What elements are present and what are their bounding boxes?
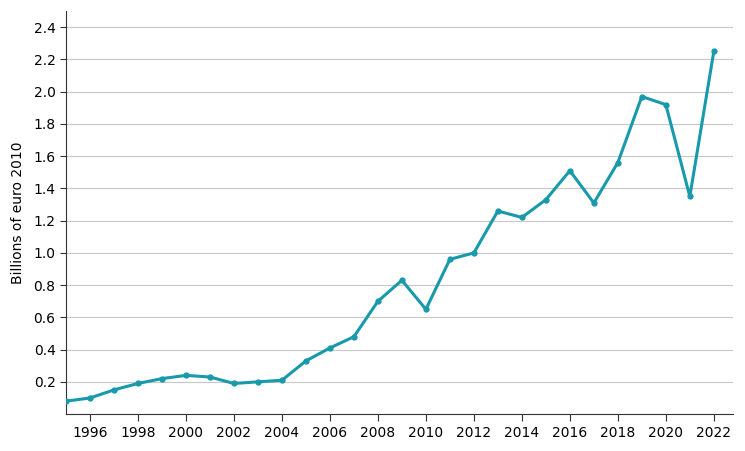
Y-axis label: Billions of euro 2010: Billions of euro 2010	[11, 141, 25, 284]
